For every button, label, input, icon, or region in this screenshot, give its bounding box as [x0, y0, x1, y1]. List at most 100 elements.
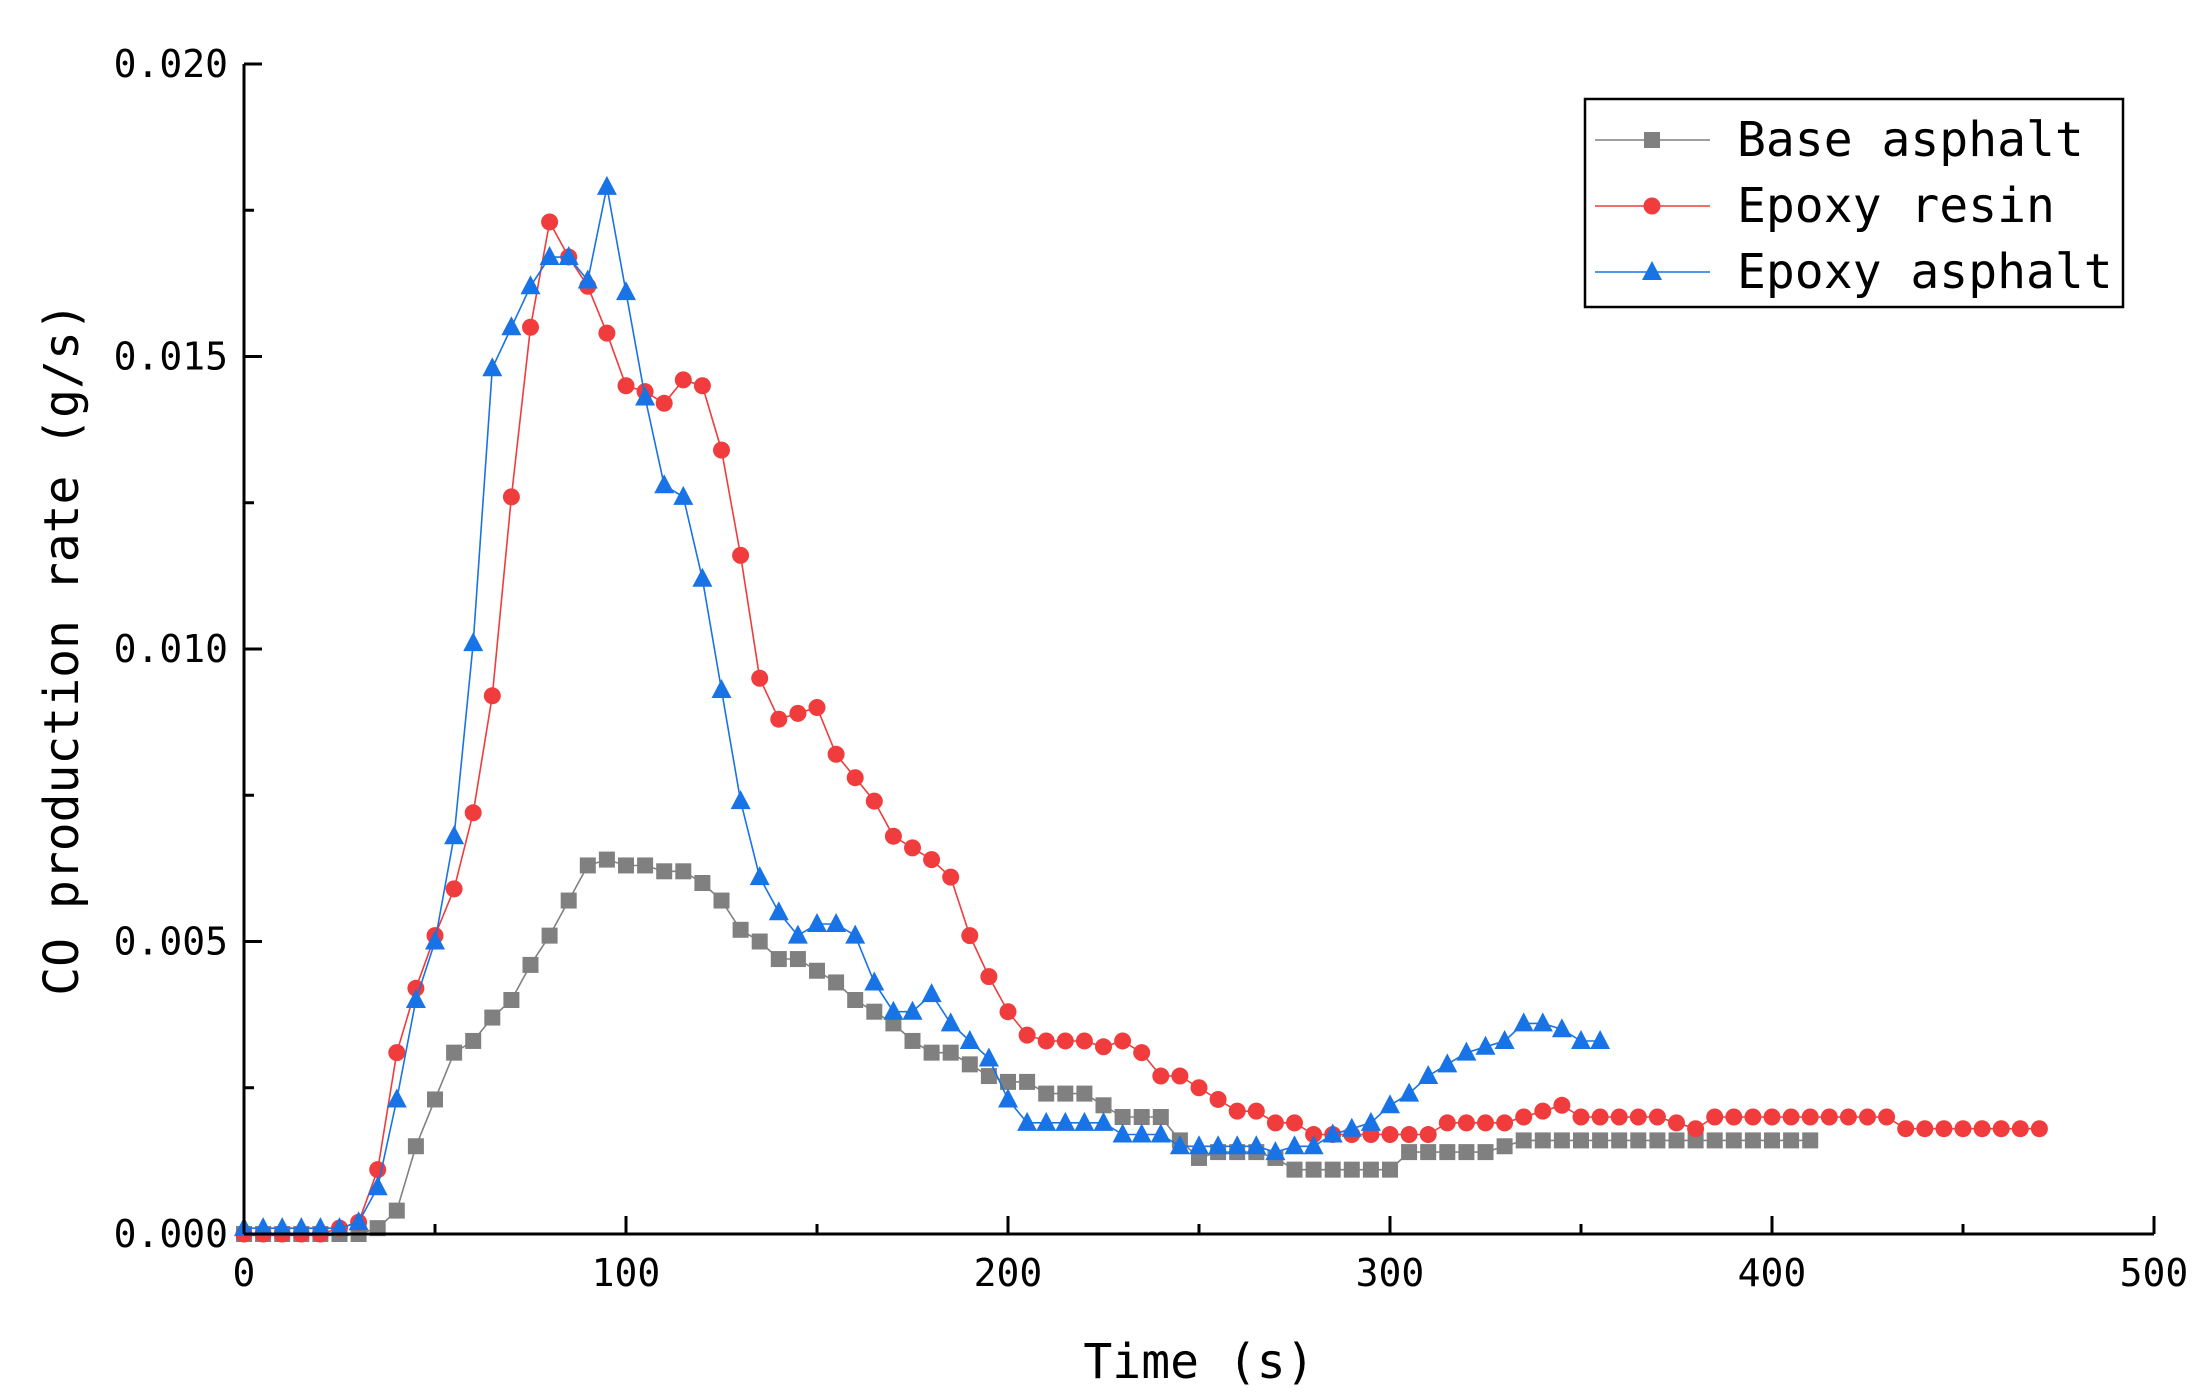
data-point — [654, 474, 675, 494]
data-point — [388, 1202, 405, 1219]
data-point — [1074, 1111, 1095, 1131]
data-point — [1515, 1108, 1533, 1126]
data-point — [1611, 1132, 1628, 1149]
data-point — [1954, 1120, 1972, 1138]
legend-marker — [1642, 261, 1662, 280]
data-point — [464, 804, 482, 822]
data-point — [713, 441, 730, 459]
data-point — [789, 951, 806, 968]
data-point — [961, 927, 979, 945]
data-point — [1400, 1126, 1418, 1144]
data-point — [484, 1009, 501, 1026]
data-point — [980, 1068, 997, 1085]
data-point — [1649, 1132, 1666, 1149]
y-tick-label: 0.010 — [114, 627, 228, 671]
data-point — [427, 1091, 443, 1108]
data-point — [751, 669, 769, 687]
data-point — [1456, 1041, 1477, 1061]
series-1 — [235, 213, 2048, 1243]
data-point — [827, 745, 845, 763]
data-point — [1572, 1108, 1590, 1126]
data-point — [1382, 1161, 1398, 1178]
data-point — [1610, 1108, 1628, 1126]
data-point — [446, 1044, 463, 1061]
data-point — [329, 1217, 350, 1237]
data-point — [845, 924, 866, 944]
data-point — [923, 851, 941, 869]
data-point — [1764, 1132, 1780, 1149]
x-tick-label: 200 — [974, 1251, 1043, 1295]
data-point — [978, 1047, 999, 1067]
data-point — [1152, 1067, 1170, 1085]
data-point — [998, 1088, 1018, 1108]
plot-series — [234, 175, 2048, 1243]
data-point — [770, 951, 787, 968]
data-point — [826, 912, 847, 932]
series-2 — [234, 175, 1611, 1237]
data-point — [904, 1032, 921, 1049]
data-point — [1055, 1111, 1076, 1131]
data-point — [577, 269, 598, 289]
data-point — [787, 924, 808, 944]
data-point — [693, 377, 711, 395]
data-point — [770, 710, 788, 728]
data-point — [1112, 1123, 1133, 1143]
data-point — [1801, 1108, 1819, 1126]
data-point — [1341, 1117, 1362, 1137]
data-point — [445, 880, 463, 898]
data-point — [405, 989, 426, 1008]
data-point — [367, 1176, 388, 1196]
data-point — [942, 1044, 959, 1061]
data-point — [1380, 1094, 1400, 1114]
data-point — [596, 175, 617, 195]
data-point — [1286, 1114, 1303, 1132]
data-point — [1284, 1135, 1305, 1155]
data-point — [1095, 1038, 1112, 1056]
data-point — [407, 979, 425, 997]
data-point — [1513, 1012, 1534, 1032]
data-point — [1744, 1108, 1762, 1126]
data-point — [1878, 1108, 1896, 1126]
data-point — [1591, 1108, 1609, 1126]
data-point — [1553, 1096, 1571, 1114]
data-point — [1036, 1111, 1057, 1131]
data-point — [1590, 1029, 1611, 1049]
data-point — [1228, 1102, 1246, 1120]
data-point — [558, 246, 579, 266]
data-point — [865, 792, 883, 810]
data-point — [2011, 1120, 2029, 1138]
data-point — [809, 962, 825, 979]
data-point — [1018, 1026, 1036, 1044]
data-point — [1057, 1085, 1074, 1102]
data-point — [866, 1003, 883, 1020]
data-point — [732, 546, 750, 564]
data-point — [444, 825, 465, 845]
data-point — [1019, 1073, 1036, 1090]
data-point — [864, 971, 885, 991]
data-point — [501, 316, 522, 336]
data-point — [1150, 1123, 1171, 1143]
y-tick-label: 0.000 — [114, 1212, 228, 1256]
data-point — [369, 1161, 387, 1179]
data-point — [1418, 1065, 1439, 1085]
data-point — [1265, 1141, 1286, 1161]
data-point — [692, 567, 713, 587]
data-point — [1782, 1108, 1800, 1126]
data-point — [694, 875, 711, 891]
data-point — [483, 687, 501, 705]
data-point — [1056, 1032, 1074, 1050]
x-axis-title: Time (s) — [1083, 1334, 1314, 1390]
data-point — [1095, 1097, 1112, 1114]
data-point — [425, 930, 445, 950]
legend-entries: Base asphalt Epoxy resin Epoxy asphalt — [1595, 112, 2113, 300]
data-point — [1246, 1135, 1267, 1155]
data-point — [1190, 1079, 1208, 1097]
data-point — [1477, 1114, 1494, 1132]
data-point — [1763, 1108, 1781, 1126]
data-point — [1534, 1132, 1551, 1149]
data-point — [2030, 1120, 2048, 1138]
data-point — [407, 1138, 424, 1155]
y-tick-label: 0.020 — [114, 42, 228, 86]
data-point — [656, 863, 673, 880]
